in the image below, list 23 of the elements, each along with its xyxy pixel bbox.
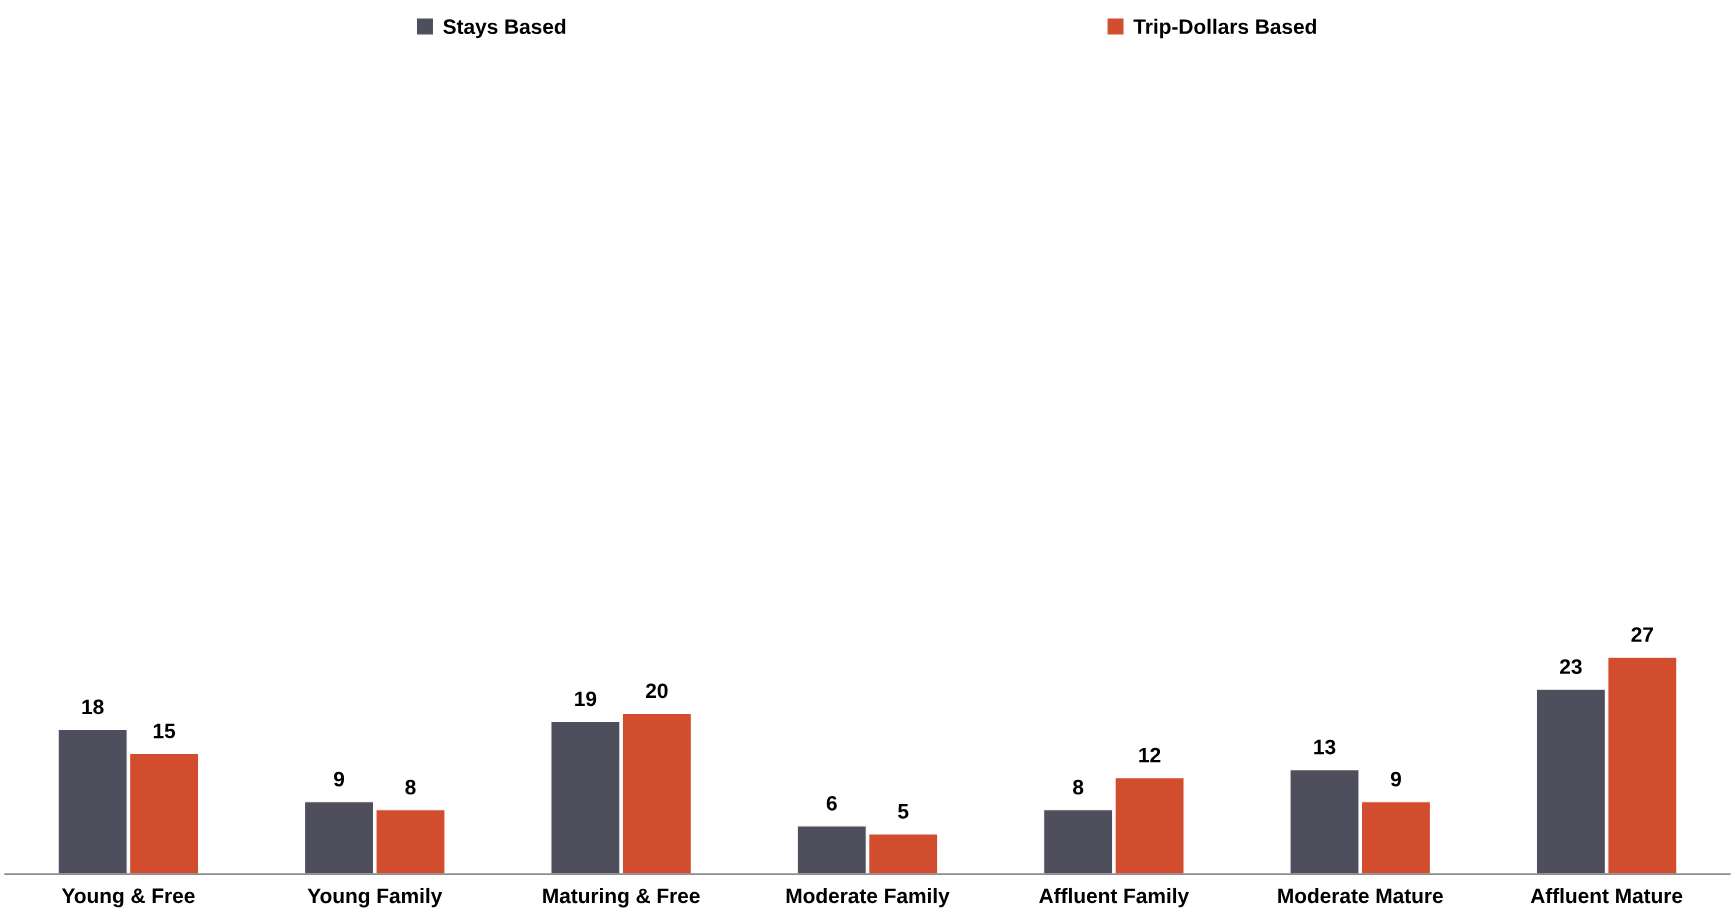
- data-label: 5: [898, 804, 909, 819]
- x-tick-label: Affluent Mature: [1530, 887, 1683, 904]
- legend-label: Trip-Dollars Based: [1133, 18, 1316, 39]
- x-tick-label: Young Family: [307, 887, 443, 908]
- data-label: 9: [1390, 771, 1401, 787]
- x-tick-label: Young & Free: [61, 888, 195, 908]
- data-label: 19: [575, 691, 597, 707]
- x-tick-label: Maturing & Free: [543, 887, 700, 908]
- data-label: 13: [1314, 739, 1336, 755]
- data-label: 18: [82, 699, 104, 715]
- data-label: 9: [333, 771, 345, 787]
- x-tick-label: Affluent Family: [1039, 887, 1189, 908]
- data-label: 8: [405, 779, 416, 795]
- data-label: 12: [1139, 747, 1161, 763]
- data-label: 15: [153, 723, 176, 739]
- data-label: 20: [645, 683, 668, 699]
- legend-label: Stays Based: [443, 18, 566, 39]
- data-label: 6: [826, 795, 837, 811]
- data-label: 8: [1073, 779, 1084, 795]
- x-tick-label: Moderate Family: [786, 887, 950, 908]
- x-tick-label: Moderate Mature: [1278, 887, 1443, 904]
- data-label: 23: [1560, 659, 1582, 675]
- data-label: 27: [1631, 627, 1654, 642]
